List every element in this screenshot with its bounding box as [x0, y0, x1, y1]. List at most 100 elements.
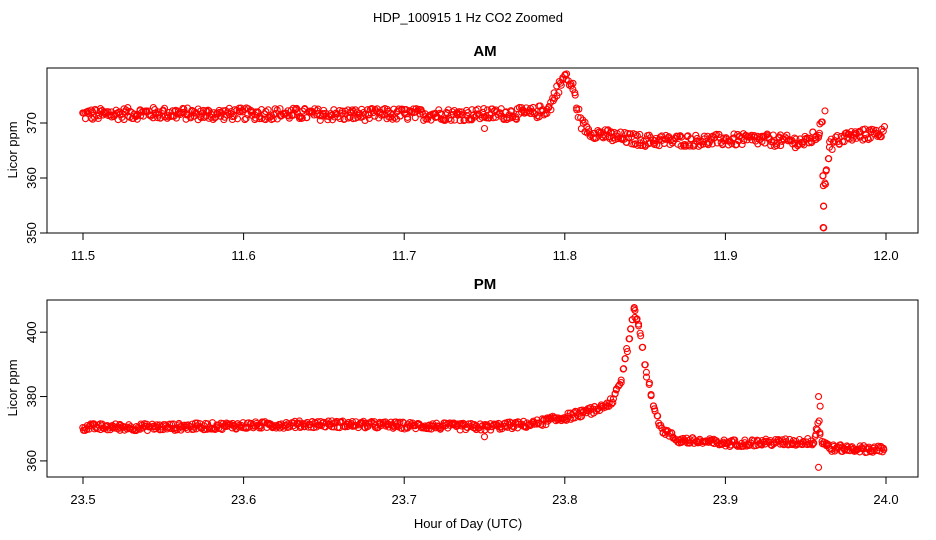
- am-data-point: [873, 132, 881, 140]
- am-data-point: [242, 114, 250, 123]
- pm-plot-frame: [46, 299, 919, 478]
- am-data-point: [404, 115, 412, 123]
- pm-data-point: [623, 348, 631, 356]
- am-outlier-point: [480, 124, 489, 133]
- am-plot-frame: [46, 67, 919, 234]
- pm-data-point: [849, 446, 857, 454]
- pm-data-point: [806, 440, 814, 448]
- am-x-tick-label: 11.7: [392, 248, 416, 263]
- am-data-point: [704, 141, 712, 149]
- am-x-tick-label: 12.0: [873, 248, 898, 263]
- pm-outlier-point: [816, 402, 824, 410]
- pm-data-point: [631, 306, 639, 315]
- pm-data-point: [125, 421, 133, 429]
- pm-data-point: [642, 373, 651, 381]
- am-x-tick-label: 11.5: [71, 248, 95, 263]
- am-data-point: [293, 104, 301, 112]
- am-data-point: [880, 123, 889, 131]
- am-data-point: [822, 166, 830, 174]
- pm-data-point: [816, 430, 824, 438]
- pm-data-point: [655, 419, 663, 427]
- am-data-points: [79, 70, 889, 232]
- am-data-point: [480, 105, 488, 113]
- am-data-point: [389, 115, 397, 123]
- am-data-point: [715, 130, 723, 138]
- pm-data-point: [117, 424, 125, 432]
- am-data-point: [864, 134, 872, 142]
- am-data-point: [90, 113, 99, 121]
- am-data-point: [409, 105, 418, 113]
- am-data-point: [571, 91, 579, 99]
- pm-y-tick-label: 380: [24, 386, 39, 408]
- pm-data-point: [636, 329, 644, 337]
- pm-y-ticks: 360 380 400: [24, 321, 47, 472]
- am-data-point: [609, 133, 617, 142]
- am-x-tick-label: 11.6: [231, 248, 255, 263]
- pm-data-point: [880, 446, 888, 454]
- am-data-point: [728, 140, 736, 148]
- pm-data-point: [647, 391, 655, 399]
- am-data-point: [472, 106, 480, 114]
- pm-data-point: [810, 439, 818, 447]
- pm-data-point: [620, 365, 628, 373]
- am-data-point: [632, 131, 640, 139]
- am-data-point: [683, 133, 691, 141]
- pm-data-point: [811, 432, 819, 440]
- pm-x-tick-label: 24.0: [873, 492, 898, 507]
- am-data-point: [95, 112, 103, 120]
- am-data-point: [233, 115, 242, 123]
- am-data-point: [489, 114, 497, 122]
- am-data-point: [197, 114, 205, 122]
- am-data-point: [561, 71, 569, 79]
- am-data-point: [153, 109, 161, 118]
- am-data-point: [828, 145, 836, 154]
- am-data-point: [485, 114, 493, 122]
- am-data-point: [276, 105, 284, 113]
- am-data-point: [160, 104, 169, 112]
- pm-data-point: [645, 380, 653, 388]
- am-outlier-point: [821, 107, 829, 115]
- am-outlier-point: [819, 223, 827, 232]
- am-data-point: [825, 155, 833, 163]
- am-data-point: [94, 114, 102, 123]
- am-data-point: [708, 140, 716, 148]
- pm-data-point: [387, 418, 395, 426]
- am-data-point: [613, 129, 621, 138]
- pm-data-point: [642, 368, 650, 376]
- am-data-point: [219, 107, 227, 115]
- am-data-point: [704, 132, 712, 140]
- am-y-ticks: 350 360 370: [24, 112, 47, 244]
- am-data-point: [424, 115, 432, 123]
- pm-x-tick-label: 23.5: [70, 492, 95, 507]
- am-y-axis-label: Licor ppm: [5, 121, 20, 178]
- pm-data-point: [471, 424, 479, 432]
- am-data-point: [777, 142, 785, 150]
- am-data-point: [241, 116, 249, 124]
- pm-data-point: [245, 423, 253, 431]
- am-data-point: [402, 106, 410, 114]
- am-data-point: [636, 130, 644, 139]
- pm-data-point: [632, 316, 641, 324]
- am-data-point: [316, 116, 324, 124]
- am-data-point: [852, 134, 860, 142]
- am-data-point: [527, 110, 535, 118]
- am-data-point: [416, 110, 424, 118]
- am-data-point: [819, 172, 827, 180]
- pm-data-point: [616, 380, 624, 389]
- am-data-point: [625, 134, 633, 142]
- am-data-point: [814, 133, 823, 142]
- am-data-point: [205, 107, 213, 115]
- am-data-point: [176, 110, 184, 119]
- am-data-point: [410, 109, 418, 117]
- am-data-point: [87, 106, 95, 114]
- pm-data-point: [343, 420, 351, 428]
- am-data-point: [879, 127, 887, 135]
- pm-data-point: [637, 332, 645, 340]
- am-data-point: [172, 114, 180, 122]
- am-data-point: [592, 134, 600, 142]
- am-data-point: [581, 118, 589, 126]
- am-data-point: [577, 114, 585, 122]
- am-data-point: [533, 112, 541, 120]
- pm-data-point: [638, 343, 646, 351]
- am-data-point: [738, 140, 746, 149]
